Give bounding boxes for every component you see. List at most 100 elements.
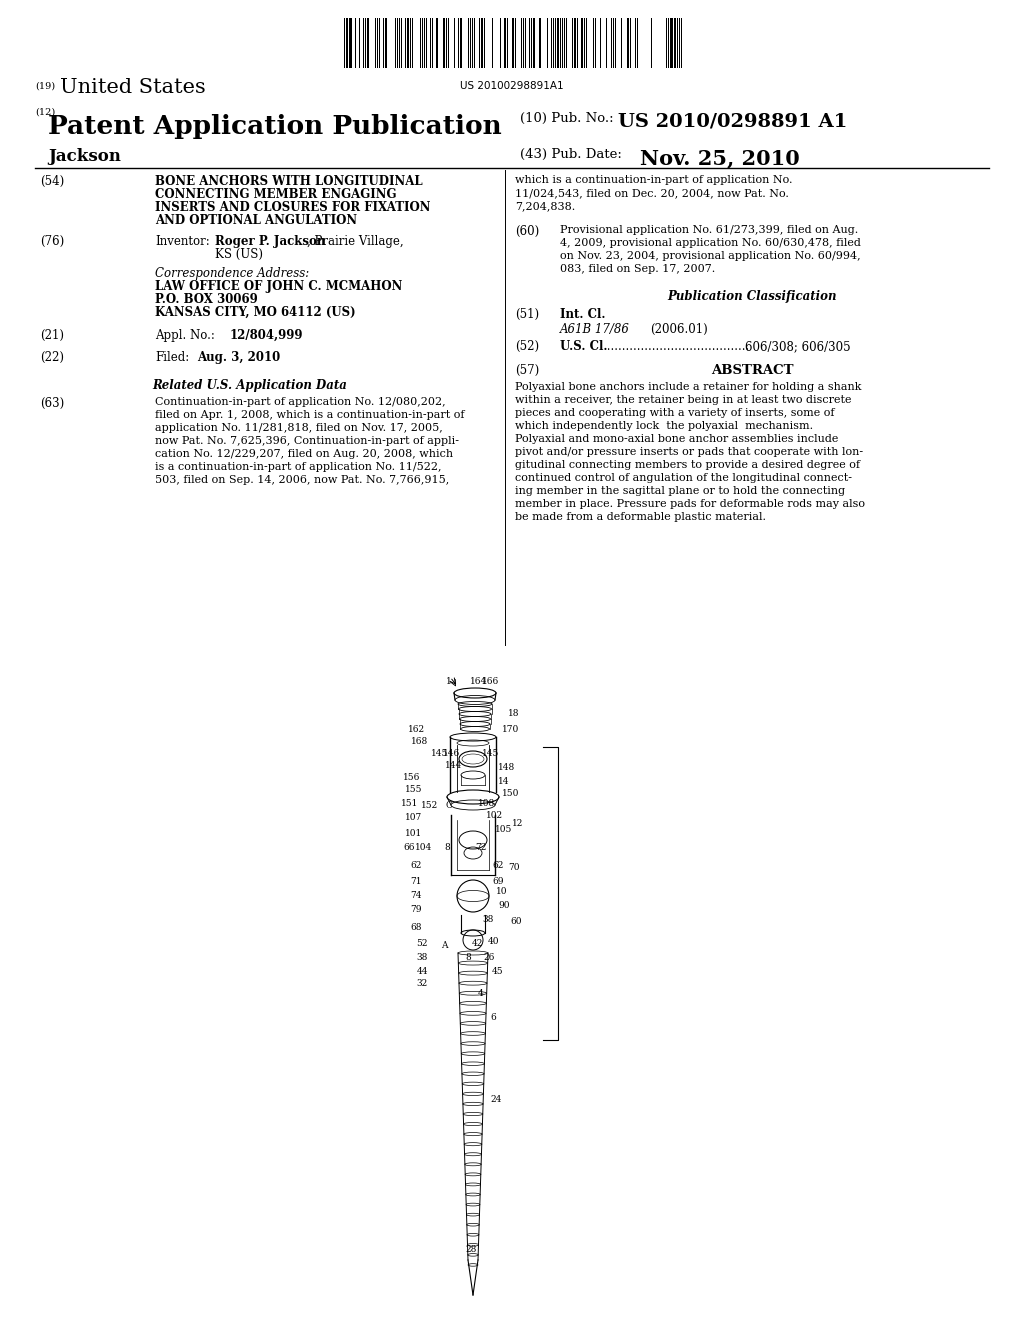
Text: Related U.S. Application Data: Related U.S. Application Data [153,379,347,392]
Text: 18: 18 [508,709,519,718]
Text: 60: 60 [510,917,521,927]
Text: US 20100298891A1: US 20100298891A1 [460,81,564,91]
Text: which independently lock  the polyaxial  mechanism.: which independently lock the polyaxial m… [515,421,813,432]
Text: (60): (60) [515,224,540,238]
Text: (22): (22) [40,351,63,364]
Text: Nov. 25, 2010: Nov. 25, 2010 [640,148,800,168]
Text: 62: 62 [411,861,422,870]
Text: be made from a deformable plastic material.: be made from a deformable plastic materi… [515,512,766,521]
Text: 8: 8 [465,953,471,961]
Text: 24: 24 [490,1096,502,1105]
Text: pieces and cooperating with a variety of inserts, some of: pieces and cooperating with a variety of… [515,408,835,418]
Text: 148: 148 [498,763,515,771]
Text: (54): (54) [40,176,65,187]
Text: Filed:: Filed: [155,351,189,364]
Bar [481,18,483,69]
Text: application No. 11/281,818, filed on Nov. 17, 2005,: application No. 11/281,818, filed on Nov… [155,422,442,433]
Text: 52: 52 [417,939,428,948]
Text: 105: 105 [495,825,512,834]
Text: ABSTRACT: ABSTRACT [711,364,794,378]
Text: 155: 155 [404,785,422,795]
Bar [346,18,348,69]
Text: which is a continuation-in-part of application No.: which is a continuation-in-part of appli… [515,176,793,185]
Text: continued control of angulation of the longitudinal connect-: continued control of angulation of the l… [515,473,852,483]
Text: 503, filed on Sep. 14, 2006, now Pat. No. 7,766,915,: 503, filed on Sep. 14, 2006, now Pat. No… [155,475,450,484]
Text: 26: 26 [483,953,495,961]
Text: BONE ANCHORS WITH LONGITUDINAL: BONE ANCHORS WITH LONGITUDINAL [155,176,423,187]
Text: 083, filed on Sep. 17, 2007.: 083, filed on Sep. 17, 2007. [560,264,715,275]
Text: 32: 32 [417,978,428,987]
Text: (63): (63) [40,397,65,411]
Text: A: A [441,940,449,949]
Text: Jackson: Jackson [48,148,121,165]
Text: (57): (57) [515,364,540,378]
Text: (76): (76) [40,235,65,248]
Text: 104: 104 [415,843,432,853]
Text: , Prairie Village,: , Prairie Village, [307,235,403,248]
Text: United States: United States [60,78,206,96]
Text: A61B 17/86: A61B 17/86 [560,323,630,337]
Text: Roger P. Jackson: Roger P. Jackson [215,235,326,248]
Text: 162: 162 [408,726,425,734]
Text: 151: 151 [400,799,418,808]
Text: 170: 170 [502,726,519,734]
Bar [581,18,583,69]
Text: 168: 168 [411,738,428,747]
Text: 69: 69 [492,876,504,886]
Text: Polyaxial and mono-axial bone anchor assemblies include: Polyaxial and mono-axial bone anchor ass… [515,434,839,444]
Text: 12/804,999: 12/804,999 [230,329,303,342]
Text: (2006.01): (2006.01) [650,323,708,337]
Text: Inventor:: Inventor: [155,235,210,248]
Bar [670,18,673,69]
Text: filed on Apr. 1, 2008, which is a continuation-in-part of: filed on Apr. 1, 2008, which is a contin… [155,411,465,420]
Bar [460,18,462,69]
Bar [512,18,514,69]
Text: (52): (52) [515,341,539,352]
Text: 164: 164 [470,677,487,686]
Text: 71: 71 [411,876,422,886]
Bar [574,18,575,69]
Text: on Nov. 23, 2004, provisional application No. 60/994,: on Nov. 23, 2004, provisional applicatio… [560,251,860,261]
Bar [367,18,369,69]
Bar [385,18,387,69]
Bar [349,18,352,69]
Text: 11/024,543, filed on Dec. 20, 2004, now Pat. No.: 11/024,543, filed on Dec. 20, 2004, now … [515,187,788,198]
Text: 606/308; 606/305: 606/308; 606/305 [745,341,851,352]
Text: Appl. No.:: Appl. No.: [155,329,215,342]
Text: 10: 10 [496,887,508,896]
Text: (43) Pub. Date:: (43) Pub. Date: [520,148,622,161]
Bar [407,18,409,69]
Text: (19): (19) [35,82,55,91]
Text: Correspondence Address:: Correspondence Address: [155,267,309,280]
Text: 4: 4 [478,989,483,998]
Bar [534,18,535,69]
Text: 107: 107 [404,813,422,822]
Bar [627,18,629,69]
Text: 150: 150 [502,788,519,797]
Text: Patent Application Publication: Patent Application Publication [48,114,502,139]
Text: 66: 66 [403,843,415,853]
Text: 6: 6 [490,1012,496,1022]
Text: 166: 166 [482,677,500,686]
Text: 68: 68 [411,923,422,932]
Text: Aug. 3, 2010: Aug. 3, 2010 [197,351,281,364]
Text: P.O. BOX 30069: P.O. BOX 30069 [155,293,258,306]
Text: 152: 152 [421,800,438,809]
Text: is a continuation-in-part of application No. 11/522,: is a continuation-in-part of application… [155,462,441,473]
Text: 14: 14 [498,776,510,785]
Text: Polyaxial bone anchors include a retainer for holding a shank: Polyaxial bone anchors include a retaine… [515,381,861,392]
Text: 28: 28 [465,1246,476,1254]
Text: (10) Pub. No.:: (10) Pub. No.: [520,112,613,125]
Text: 102: 102 [486,810,503,820]
Bar [504,18,506,69]
Text: 40: 40 [488,937,500,946]
Text: 90: 90 [498,900,510,909]
Text: Int. Cl.: Int. Cl. [560,308,605,321]
Text: KANSAS CITY, MO 64112 (US): KANSAS CITY, MO 64112 (US) [155,306,355,319]
Text: (12): (12) [35,108,55,117]
Bar [539,18,541,69]
Text: CONNECTING MEMBER ENGAGING: CONNECTING MEMBER ENGAGING [155,187,396,201]
Text: Provisional application No. 61/273,399, filed on Aug.: Provisional application No. 61/273,399, … [560,224,858,235]
Text: 38: 38 [417,953,428,961]
Text: 42: 42 [472,939,483,948]
